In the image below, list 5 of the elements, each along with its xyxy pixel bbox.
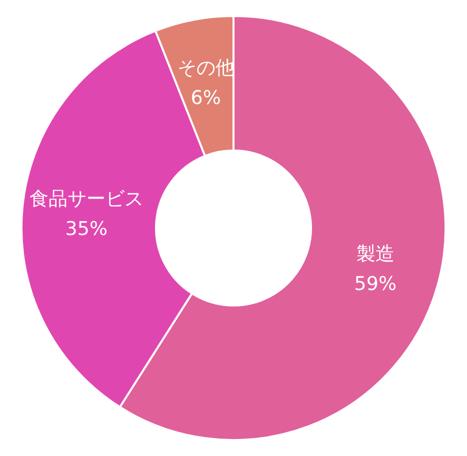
slice-label: 製造 bbox=[356, 243, 394, 266]
slice-label: 食品サービス bbox=[29, 188, 144, 210]
data-label: 35% bbox=[65, 218, 108, 240]
data-label: 59% bbox=[354, 273, 397, 296]
data-label: 6% bbox=[190, 86, 221, 109]
